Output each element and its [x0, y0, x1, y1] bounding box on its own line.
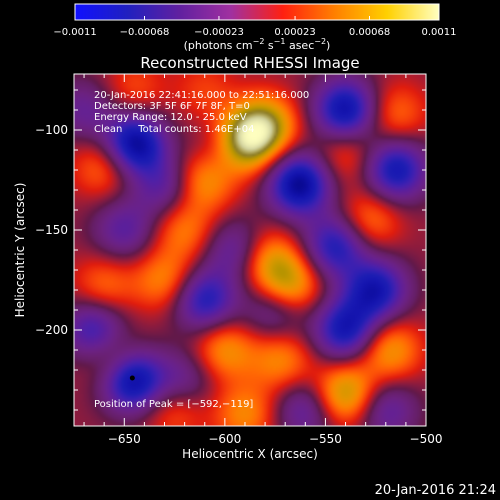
plot-area [73, 73, 427, 427]
colorbar-units: (photons cm−2 s−1 asec−2) [184, 37, 331, 52]
colorbar-tick-label: −0.0011 [53, 27, 96, 38]
colorbar-tick-label: −0.00068 [120, 27, 170, 38]
chart-title: Reconstructed RHESSI Image [140, 54, 359, 72]
x-tick-label: −500 [410, 432, 443, 446]
colorbar-tick-label: −0.00023 [194, 27, 244, 38]
peak-marker [129, 375, 135, 381]
info-line-energy: Energy Range: 12.0 - 25.0 keV [94, 112, 247, 123]
x-tick-label: −600 [208, 432, 241, 446]
y-tick-label: −150 [35, 223, 68, 237]
info-line-detectors: Detectors: 3F 5F 6F 7F 8F, T=0 [94, 101, 250, 112]
y-axis-label: Heliocentric Y (arcsec) [13, 183, 27, 318]
colorbar: −0.0011 −0.00068 −0.00023 0.00023 0.00068 0.0… [53, 3, 457, 52]
info-line-time: 20-Jan-2016 22:41:16.000 to 22:51:16.000 [94, 90, 309, 101]
x-tick-label: −550 [309, 432, 342, 446]
y-tick-label: −200 [35, 323, 68, 337]
peak-position-label: Position of Peak = [−592,−119] [94, 399, 253, 410]
colorbar-bar [74, 3, 440, 21]
info-line-clean: Clean Total counts: 1.46E+04 [94, 124, 254, 135]
colorbar-tick-label: 0.0011 [422, 27, 457, 38]
heatmap-image [74, 74, 426, 426]
y-tick-label: −100 [35, 123, 68, 137]
info-annotation: 20-Jan-2016 22:41:16.000 to 22:51:16.000… [94, 90, 309, 135]
x-tick-labels: −650 −600 −550 −500 [108, 432, 443, 446]
colorbar-tick-label: 0.00068 [349, 27, 390, 38]
colorbar-tick-label: 0.00023 [274, 27, 315, 38]
colorbar-ticks: −0.0011 −0.00068 −0.00023 0.00023 0.00068 0.0… [53, 16, 457, 38]
x-axis-label: Heliocentric X (arcsec) [182, 447, 318, 461]
y-tick-labels: −100 −150 −200 [35, 123, 68, 337]
x-tick-label: −650 [108, 432, 141, 446]
axis-ticks [74, 74, 427, 426]
footer-timestamp: 20-Jan-2016 21:24 [375, 483, 496, 498]
